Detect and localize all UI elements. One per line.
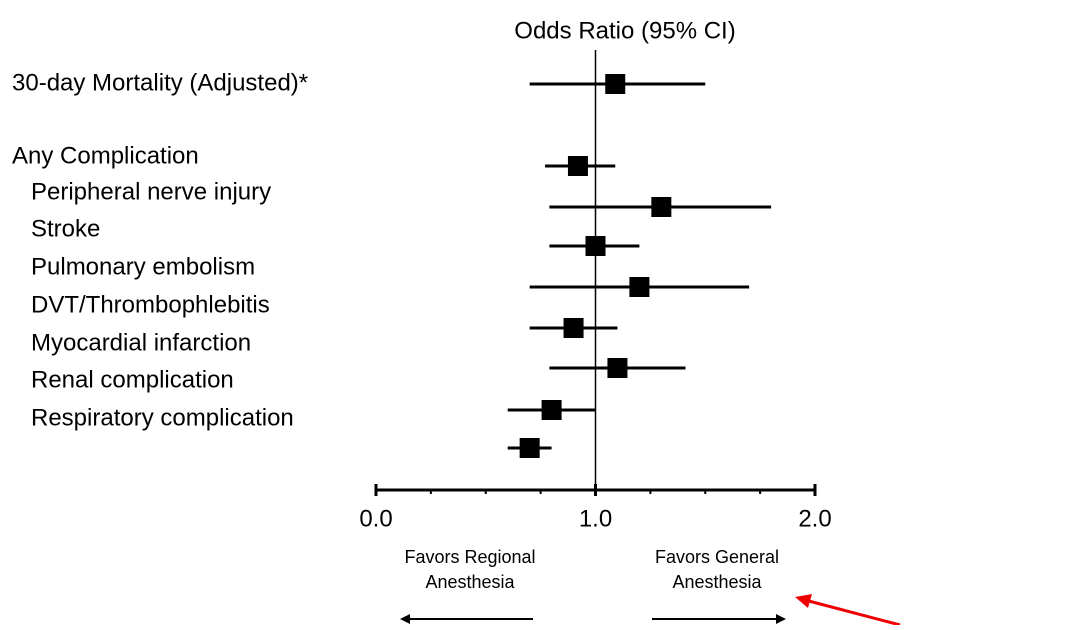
- point-estimate: [567, 156, 588, 176]
- row-label: 30-day Mortality (Adjusted)*: [12, 69, 308, 96]
- red-arrow: [804, 598, 901, 627]
- row-label: Pulmonary embolism: [31, 253, 255, 280]
- point-estimate: [629, 277, 650, 297]
- row-label: Peripheral nerve injury: [31, 178, 271, 205]
- x-tick-label: 1.0: [579, 505, 612, 532]
- arrowhead: [400, 614, 410, 624]
- annotation: Anesthesia: [672, 572, 762, 592]
- point-estimate: [605, 74, 626, 94]
- row-label: Myocardial infarction: [31, 329, 251, 356]
- point-estimate: [563, 318, 584, 338]
- row-label: Any Complication: [12, 142, 199, 169]
- annotation: Favors Regional: [404, 547, 535, 567]
- arrowhead: [776, 614, 786, 624]
- row-label: Renal complication: [31, 366, 234, 393]
- annotation: Anesthesia: [425, 572, 515, 592]
- row-label: DVT/Thrombophlebitis: [31, 291, 270, 318]
- row-label: Stroke: [31, 215, 100, 242]
- point-estimate: [651, 197, 672, 217]
- row-label: Respiratory complication: [31, 404, 294, 431]
- point-estimate: [519, 438, 540, 458]
- point-estimate: [541, 400, 562, 420]
- x-tick-label: 0.0: [359, 505, 392, 532]
- annotation: Favors General: [655, 547, 779, 567]
- chart-title: Odds Ratio (95% CI): [514, 17, 735, 44]
- point-estimate: [585, 236, 606, 256]
- x-tick-label: 2.0: [798, 505, 831, 532]
- point-estimate: [607, 358, 628, 378]
- red-arrowhead: [795, 594, 812, 608]
